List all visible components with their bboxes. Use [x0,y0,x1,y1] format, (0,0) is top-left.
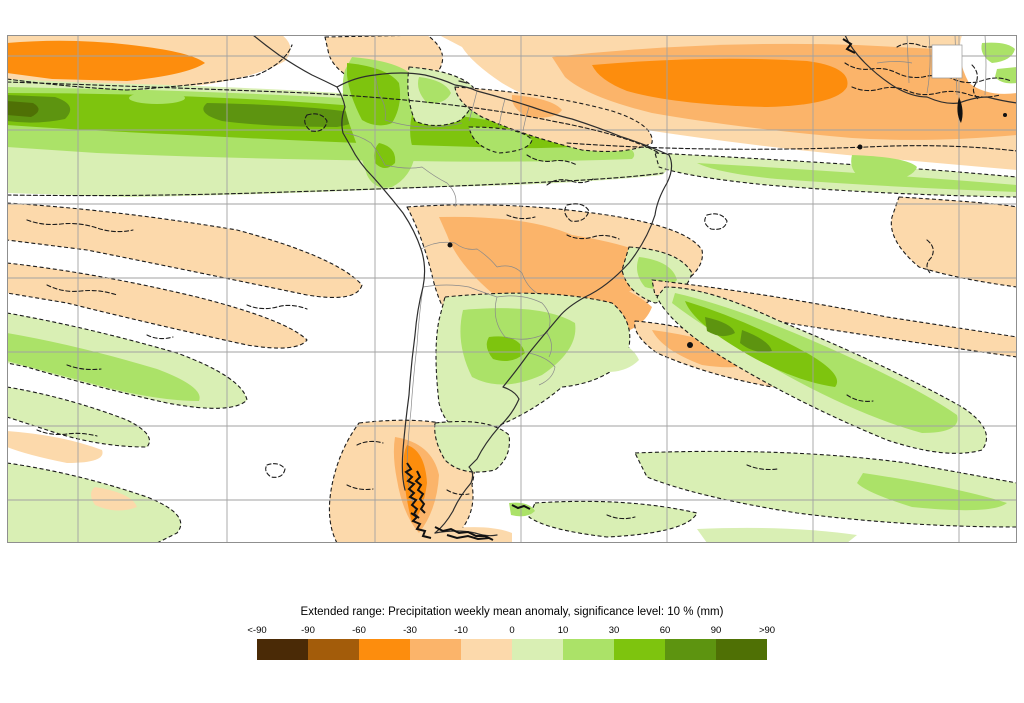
anomaly-map [7,35,1017,543]
colorbar-tick-labels: <-90 -90 -60 -30 -10 0 10 30 60 90 >90 [247,625,775,637]
colorbar-cell-3 [410,639,461,660]
coastlines [252,35,1017,537]
colorbar-cell-8 [665,639,716,660]
colorbar-cell-6 [563,639,614,660]
colorbar-cell-7 [614,639,665,660]
country-borders [344,35,987,516]
colorbar-tick-label: -30 [403,625,417,636]
colorbar-cell-2 [359,639,410,660]
colorbar-cell-9 [716,639,767,660]
colorbar-cell-5 [512,639,563,660]
colorbar-tick-label: -10 [454,625,468,636]
colorbar-tick-label: 90 [710,625,722,636]
colorbar [257,639,767,660]
colorbar-tick-label: 10 [557,625,569,636]
map-frame-border [7,35,1017,543]
graticule-gridlines [7,35,1017,543]
colorbar-tick-label: -60 [352,625,366,636]
colorbar-cell-1 [308,639,359,660]
colorbar-tick-label: -90 [301,625,315,636]
colorbar-cell-4 [461,639,512,660]
colorbar-tick-label: 60 [659,625,671,636]
map-canvas [7,35,1017,543]
anomaly-fill-regions [7,35,1017,543]
colorbar-tick-label: >90 [758,625,776,636]
colorbar-cell-0 [257,639,308,660]
legend-title: Extended range: Precipitation weekly mea… [300,606,724,618]
colorbar-tick-label: 0 [509,625,515,636]
colorbar-tick-label: 30 [608,625,620,636]
significance-contours [7,42,1017,520]
coastal-detail-specks [404,38,1007,541]
colorbar-tick-label: <-90 [247,625,267,636]
